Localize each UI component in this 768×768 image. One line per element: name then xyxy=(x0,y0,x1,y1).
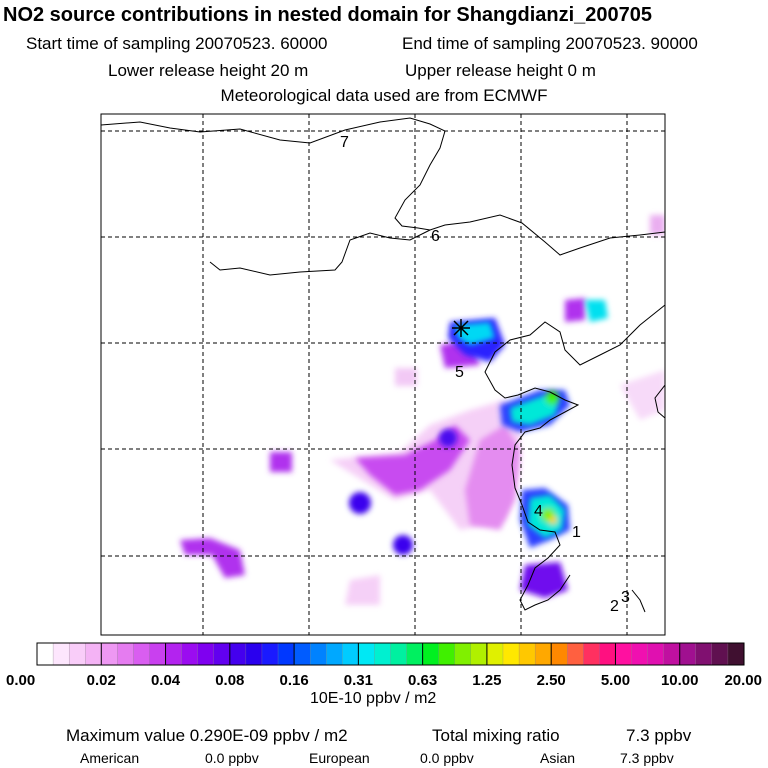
region-asian-value: 7.3 ppbv xyxy=(620,750,674,766)
region-american-value: 0.0 ppbv xyxy=(205,750,259,766)
day-marker-3: 3 xyxy=(621,589,630,606)
coastline-east xyxy=(484,304,665,611)
station-marker-icon xyxy=(452,319,470,337)
plume-spot-north xyxy=(565,298,585,322)
cyan-core-north xyxy=(585,300,608,322)
total-mixing-ratio-value: 7.3 ppbv xyxy=(626,726,692,745)
plume-area-east xyxy=(620,370,665,420)
coastline-island xyxy=(631,589,646,613)
blue-core-south xyxy=(520,562,568,598)
day-marker-2: 2 xyxy=(610,598,619,615)
maximum-value-label: Maximum value 0.290E-09 ppbv / m2 xyxy=(66,726,348,745)
end-time-label: End time of sampling 20070523. 90000 xyxy=(402,34,698,53)
chart-title: NO2 source contributions in nested domai… xyxy=(3,4,653,26)
map-frame xyxy=(100,113,666,636)
total-mixing-ratio-label: Total mixing ratio xyxy=(432,726,560,745)
yellow-core-south xyxy=(549,516,557,524)
coastline-korea xyxy=(654,384,665,419)
plume-band-pink xyxy=(465,425,520,530)
border-inner xyxy=(209,229,431,276)
region-european-name: European xyxy=(309,750,370,766)
plume-band-southwest xyxy=(180,538,245,578)
border-north xyxy=(101,117,665,256)
plume-area-south xyxy=(345,575,380,605)
start-time-label: Start time of sampling 20070523. 60000 xyxy=(26,34,328,53)
day-marker-6: 6 xyxy=(431,228,440,245)
coastlines xyxy=(101,117,665,613)
region-american-name: American xyxy=(80,750,140,766)
colorbar-unit: 10E-10 ppbv / m2 xyxy=(310,690,437,707)
blue-core-1 xyxy=(349,492,371,514)
day-marker-1: 1 xyxy=(572,524,581,541)
region-european-value: 0.0 ppbv xyxy=(420,750,474,766)
day-marker-7: 7 xyxy=(340,134,349,151)
plume-layer xyxy=(180,215,665,605)
map-background xyxy=(101,114,665,635)
plume-area-small xyxy=(395,368,417,386)
met-data-label: Meteorological data used are from ECMWF xyxy=(220,86,548,105)
blue-core-2 xyxy=(393,535,413,555)
grid-lines xyxy=(101,114,665,635)
plume-area-ne xyxy=(650,215,665,235)
region-asian-name: Asian xyxy=(540,750,576,766)
day-marker-4: 4 xyxy=(534,503,543,520)
blue-core-3 xyxy=(439,429,457,447)
lower-height-label: Lower release height 20 m xyxy=(108,61,309,80)
upper-height-label: Upper release height 0 m xyxy=(405,61,596,80)
plume-spot-west xyxy=(270,452,292,472)
day-marker-5: 5 xyxy=(455,364,464,381)
